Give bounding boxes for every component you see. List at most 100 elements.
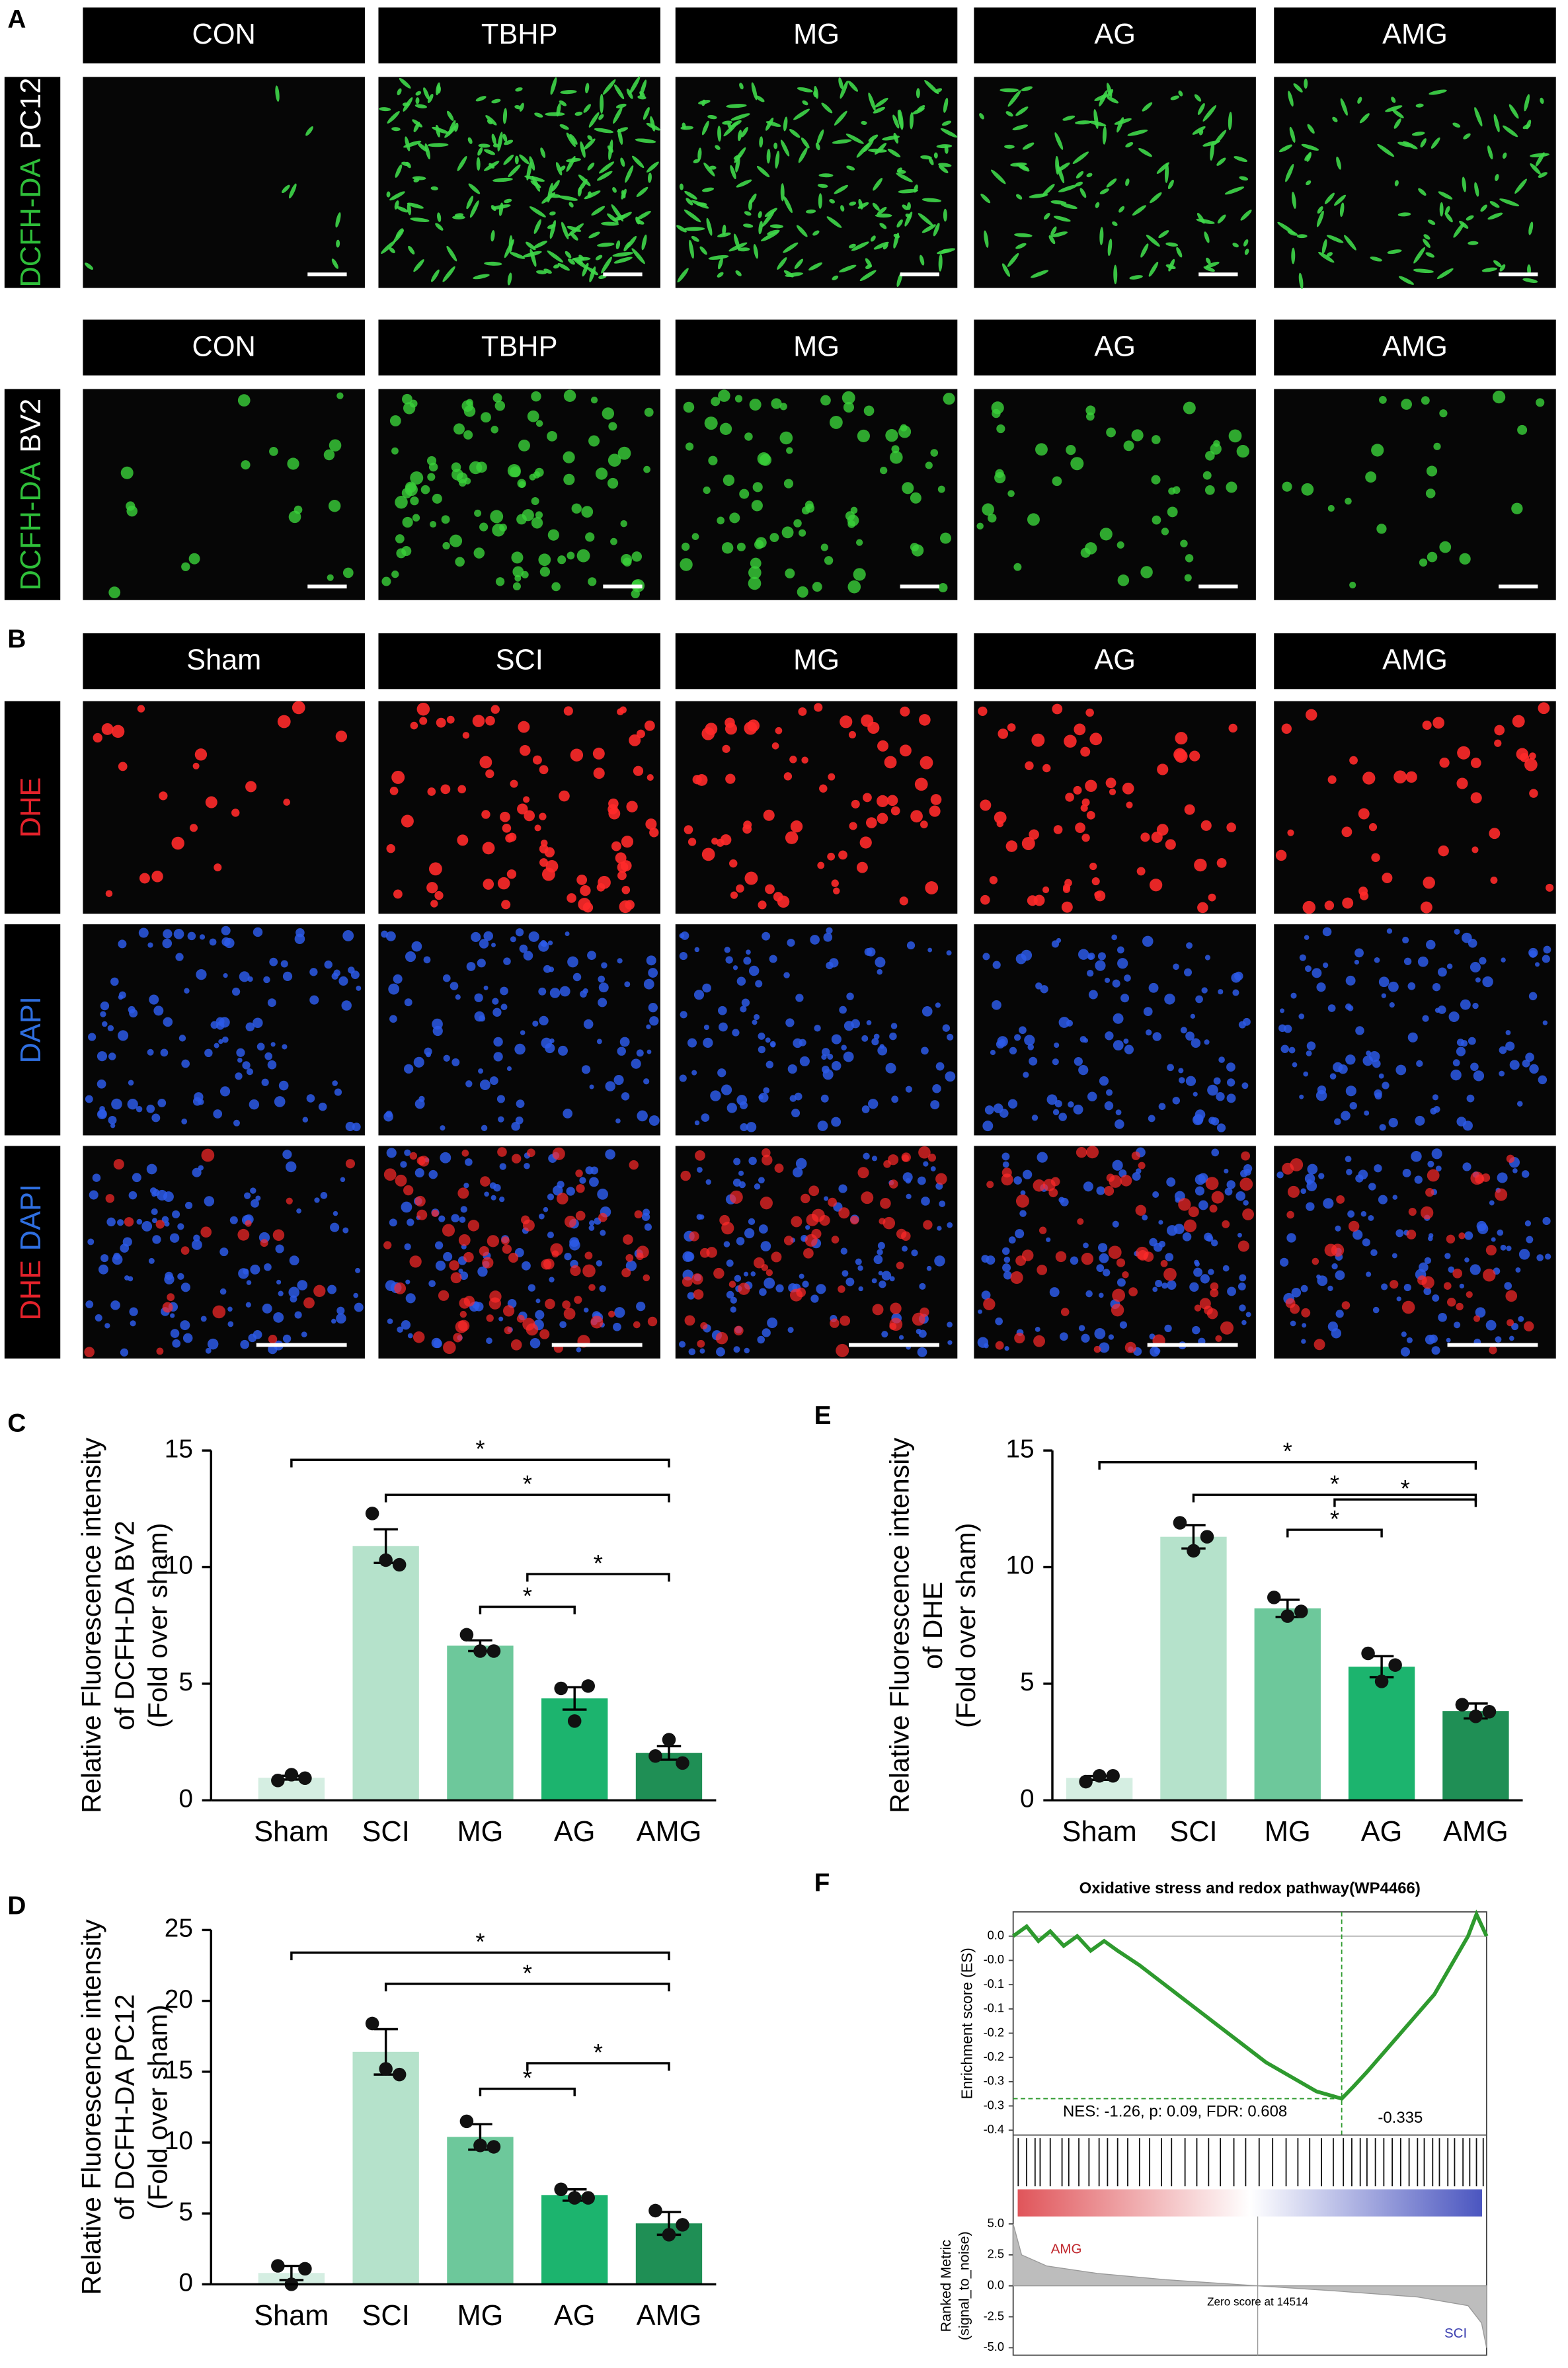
cell (1349, 1101, 1357, 1110)
cell (1302, 900, 1316, 914)
cell (563, 473, 575, 485)
cell (432, 493, 442, 504)
cell (921, 198, 942, 203)
cell (151, 1191, 157, 1197)
micrograph (1274, 701, 1556, 914)
cell (629, 76, 641, 95)
cell (1516, 748, 1529, 760)
cell (849, 822, 857, 830)
cell (1208, 893, 1216, 902)
cell (580, 885, 591, 896)
cell (1118, 206, 1125, 213)
cell (726, 1290, 734, 1299)
cell (1288, 91, 1294, 107)
cell (1345, 1054, 1356, 1065)
cell (1345, 1156, 1352, 1163)
cell (767, 229, 780, 235)
cell (871, 1038, 879, 1046)
cell (490, 205, 496, 212)
cell (414, 1168, 424, 1178)
cell (454, 122, 459, 132)
x-tick-label: MG (1265, 1816, 1311, 1848)
cell (519, 944, 528, 953)
cell (1397, 212, 1411, 217)
cell (1466, 215, 1474, 221)
cell (863, 1152, 870, 1160)
cell (859, 270, 877, 282)
cell (1393, 770, 1407, 784)
cell (1117, 946, 1124, 954)
cell (791, 1109, 801, 1118)
cell (588, 1284, 596, 1291)
cell (1483, 1269, 1496, 1282)
cell (994, 811, 1007, 824)
cell (736, 1095, 748, 1105)
cell (468, 183, 481, 194)
cell (1370, 1249, 1378, 1257)
cell (1074, 1056, 1083, 1066)
cell (1234, 156, 1248, 162)
cell (485, 115, 497, 126)
cell (1001, 1247, 1010, 1255)
cell (1416, 1060, 1423, 1068)
cell (105, 890, 113, 897)
cell (483, 985, 489, 990)
cell (477, 147, 483, 156)
cell (694, 947, 700, 953)
cell (393, 889, 403, 899)
cell (1132, 205, 1146, 216)
cell (1452, 1059, 1460, 1067)
cell (734, 1275, 742, 1283)
cell (107, 1025, 114, 1032)
cell (842, 391, 855, 405)
cell (1012, 124, 1029, 131)
cell (1432, 982, 1441, 992)
cell (181, 562, 190, 571)
cell (1035, 1326, 1040, 1332)
cell (815, 142, 820, 151)
cell (845, 134, 864, 144)
cell (725, 773, 736, 784)
cell (430, 520, 437, 528)
cell (773, 142, 778, 149)
cell (1046, 1094, 1058, 1105)
cell (624, 981, 631, 988)
cell (1316, 982, 1326, 992)
cell (764, 208, 777, 217)
cell (1107, 238, 1113, 257)
cell (474, 1011, 485, 1022)
cell (1112, 979, 1120, 988)
cell (198, 1165, 204, 1171)
cell (789, 129, 801, 138)
cell (102, 1021, 108, 1027)
cell (502, 1244, 512, 1254)
cell (1302, 1323, 1307, 1328)
cell (750, 557, 762, 569)
cell (1368, 1183, 1376, 1191)
cell (760, 1241, 771, 1251)
cell (1454, 1322, 1461, 1329)
cell (1142, 935, 1154, 947)
cell (1046, 1237, 1051, 1242)
cell (1107, 96, 1119, 104)
cell (762, 1148, 771, 1158)
cell (219, 1288, 227, 1295)
cell (1527, 264, 1531, 276)
cell (1524, 94, 1530, 112)
cell (1014, 1034, 1021, 1041)
cell (1470, 1171, 1484, 1185)
cell (587, 135, 593, 141)
cell (389, 1015, 397, 1023)
cell (199, 934, 206, 940)
cell (754, 1257, 765, 1269)
cell (804, 1234, 818, 1247)
cell (798, 147, 808, 163)
cell (1301, 1308, 1311, 1318)
es-curve (1012, 1909, 1489, 2101)
cell (408, 245, 415, 255)
cell (621, 190, 626, 198)
cell (1113, 264, 1118, 284)
cell (873, 106, 886, 114)
row-label: DAPI (16, 996, 48, 1063)
cell (263, 976, 270, 984)
